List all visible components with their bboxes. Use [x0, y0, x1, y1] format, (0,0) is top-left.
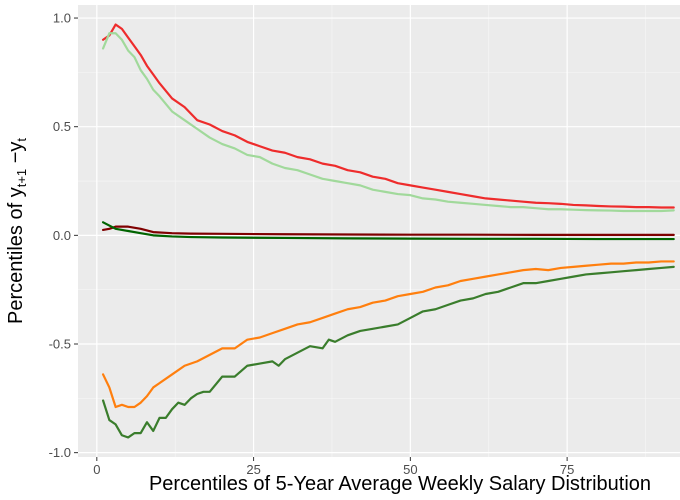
y-axis-title-prefix: Percentiles of [5, 197, 27, 324]
series-line-6 [101, 265, 675, 439]
y-axis-title-minus: − [5, 152, 27, 169]
y-axis: 1.0 0.5 0.0 -0.5 -1.0 [49, 11, 78, 460]
y-axis-title-y1-sub: t+1 [14, 169, 29, 187]
y-tick-label: 0.5 [53, 119, 71, 134]
x-axis: 0 25 50 75 [93, 457, 574, 477]
x-axis-title: Percentiles of 5-Year Average Weekly Sal… [149, 473, 651, 495]
y-tick-label: 1.0 [53, 11, 71, 26]
series-line-4 [101, 221, 675, 241]
x-tick-label: 75 [560, 462, 574, 477]
y-axis-title: Percentiles of yt+1 −yt [5, 138, 29, 324]
svg-text:Percentiles of yt+1 −yt: Percentiles of yt+1 −yt [5, 138, 29, 324]
plot-panel [78, 5, 680, 457]
series-line-2 [101, 32, 675, 213]
x-tick-label: 25 [246, 462, 260, 477]
y-tick-label: 0.0 [53, 228, 71, 243]
x-tick-label: 0 [93, 462, 100, 477]
grid-minor [78, 5, 680, 457]
y-tick-label: -0.5 [49, 337, 71, 352]
series-line-1 [101, 23, 675, 209]
series-line-5 [101, 260, 675, 409]
y-axis-title-y2-sub: t [14, 138, 29, 142]
series-line-3 [101, 225, 675, 237]
y-tick-label: -1.0 [49, 445, 71, 460]
series-layer [101, 23, 675, 439]
grid-major [78, 5, 680, 457]
y-axis-title-y2: y [5, 142, 27, 152]
x-tick-label: 50 [403, 462, 417, 477]
y-axis-title-y1: y [5, 187, 27, 197]
